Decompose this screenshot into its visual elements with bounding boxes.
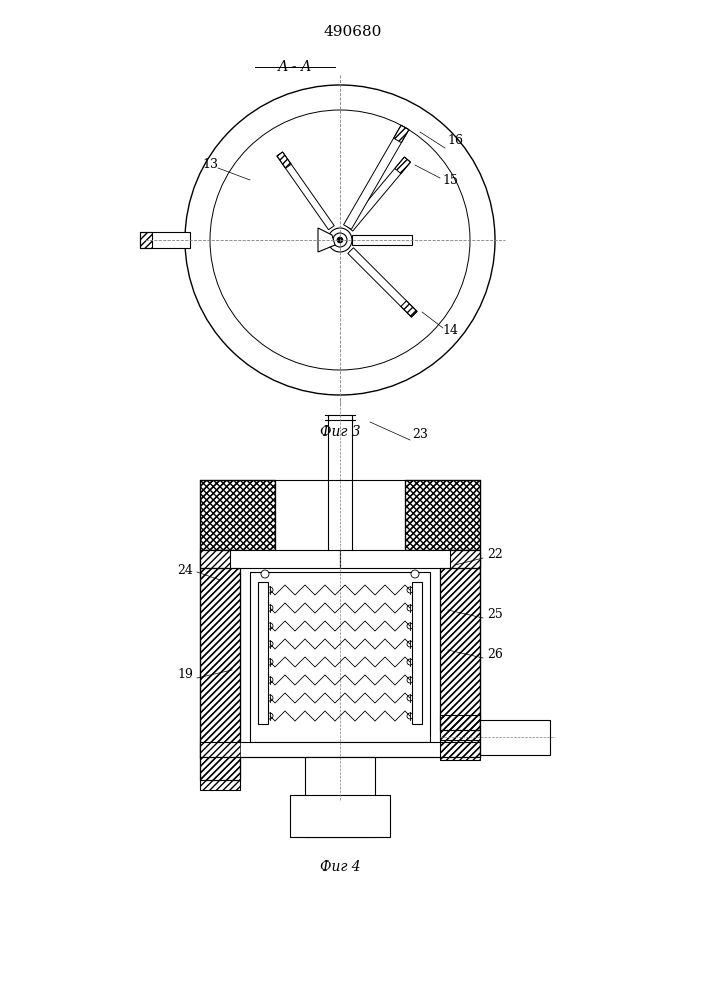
Circle shape <box>407 605 413 611</box>
Text: 24: 24 <box>177 564 193 576</box>
Bar <box>412 582 422 724</box>
Circle shape <box>407 659 413 665</box>
Text: 15: 15 <box>442 174 458 186</box>
Bar <box>405 480 480 550</box>
Bar <box>200 568 240 790</box>
Bar <box>305 757 375 837</box>
Bar <box>340 550 480 568</box>
Bar <box>405 480 480 550</box>
Bar <box>290 795 390 837</box>
Circle shape <box>267 605 273 611</box>
Text: 19: 19 <box>177 668 193 682</box>
Bar <box>440 550 480 730</box>
Circle shape <box>267 623 273 629</box>
Text: 26: 26 <box>487 648 503 662</box>
Bar <box>140 232 152 248</box>
Circle shape <box>407 677 413 683</box>
Text: 23: 23 <box>412 428 428 442</box>
Bar <box>405 480 480 550</box>
Bar <box>200 480 275 550</box>
Polygon shape <box>346 157 411 231</box>
Circle shape <box>407 641 413 647</box>
Bar <box>352 235 412 245</box>
Text: Фиг 4: Фиг 4 <box>320 860 361 874</box>
Bar <box>480 720 550 755</box>
Circle shape <box>267 641 273 647</box>
Circle shape <box>407 695 413 701</box>
Text: А - А: А - А <box>278 60 312 74</box>
Bar <box>200 550 240 780</box>
Bar <box>200 742 240 757</box>
Bar <box>200 550 230 568</box>
Text: 13: 13 <box>202 158 218 172</box>
Bar <box>440 568 480 740</box>
Circle shape <box>267 677 273 683</box>
Bar <box>258 582 268 724</box>
Polygon shape <box>277 152 334 230</box>
Bar <box>250 572 430 742</box>
Circle shape <box>411 570 419 578</box>
Circle shape <box>407 587 413 593</box>
Circle shape <box>267 713 273 719</box>
Bar <box>450 550 480 568</box>
Polygon shape <box>348 248 417 317</box>
Text: 490680: 490680 <box>324 25 382 39</box>
Circle shape <box>337 237 343 243</box>
Circle shape <box>261 570 269 578</box>
Circle shape <box>267 695 273 701</box>
Text: 14: 14 <box>442 324 458 336</box>
Polygon shape <box>318 228 335 252</box>
Circle shape <box>267 587 273 593</box>
Text: Фиг 3: Фиг 3 <box>320 425 361 439</box>
Text: 16: 16 <box>447 133 463 146</box>
Bar <box>200 742 480 757</box>
Polygon shape <box>344 125 409 229</box>
Bar <box>200 480 275 550</box>
Bar <box>200 550 340 568</box>
Bar <box>200 550 240 780</box>
Bar <box>440 715 480 760</box>
Circle shape <box>407 623 413 629</box>
Bar <box>200 480 275 550</box>
Bar <box>440 742 480 757</box>
Text: 25: 25 <box>487 608 503 621</box>
Text: 22: 22 <box>487 548 503 562</box>
Bar <box>140 232 190 248</box>
Circle shape <box>267 659 273 665</box>
Circle shape <box>407 713 413 719</box>
Bar <box>440 550 480 730</box>
